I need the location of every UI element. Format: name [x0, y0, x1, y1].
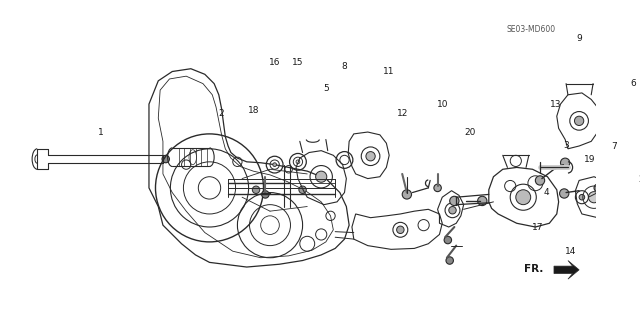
Circle shape: [477, 196, 487, 205]
Text: 4: 4: [544, 188, 549, 197]
Circle shape: [162, 155, 170, 163]
Circle shape: [444, 236, 452, 244]
Text: 19: 19: [584, 155, 595, 165]
Circle shape: [559, 189, 569, 198]
Circle shape: [446, 257, 453, 264]
Circle shape: [516, 190, 531, 205]
Circle shape: [402, 190, 412, 199]
Circle shape: [366, 152, 375, 161]
Text: 7: 7: [612, 142, 618, 152]
Text: FR.: FR.: [524, 264, 544, 274]
Text: 5: 5: [323, 84, 329, 93]
Circle shape: [561, 158, 570, 167]
Text: 11: 11: [383, 67, 395, 76]
Text: 2: 2: [219, 109, 225, 118]
Circle shape: [296, 160, 300, 164]
Text: 9: 9: [576, 34, 582, 43]
Circle shape: [434, 184, 442, 192]
Circle shape: [588, 192, 600, 203]
Text: 14: 14: [565, 247, 577, 256]
Text: 12: 12: [397, 109, 408, 118]
Text: 1: 1: [98, 128, 104, 137]
Polygon shape: [554, 261, 579, 279]
Circle shape: [535, 176, 545, 185]
Circle shape: [594, 184, 602, 192]
Circle shape: [579, 194, 585, 200]
Text: 18: 18: [248, 106, 259, 115]
Text: 6: 6: [630, 79, 636, 88]
Text: 13: 13: [550, 100, 561, 108]
Text: 3: 3: [563, 142, 569, 151]
Circle shape: [449, 206, 456, 214]
Circle shape: [316, 171, 327, 182]
Circle shape: [450, 196, 459, 205]
Text: 17: 17: [532, 222, 544, 232]
Text: 10: 10: [436, 100, 448, 108]
Circle shape: [299, 186, 307, 194]
Text: 20: 20: [465, 128, 476, 137]
Text: 20: 20: [639, 175, 640, 184]
Circle shape: [273, 163, 276, 167]
Circle shape: [252, 186, 260, 194]
Text: 15: 15: [292, 58, 304, 67]
Text: SE03-MD600: SE03-MD600: [506, 25, 556, 34]
Circle shape: [397, 226, 404, 234]
Circle shape: [575, 116, 584, 125]
Text: 16: 16: [269, 58, 280, 67]
Text: 8: 8: [342, 62, 348, 71]
Circle shape: [262, 191, 269, 198]
